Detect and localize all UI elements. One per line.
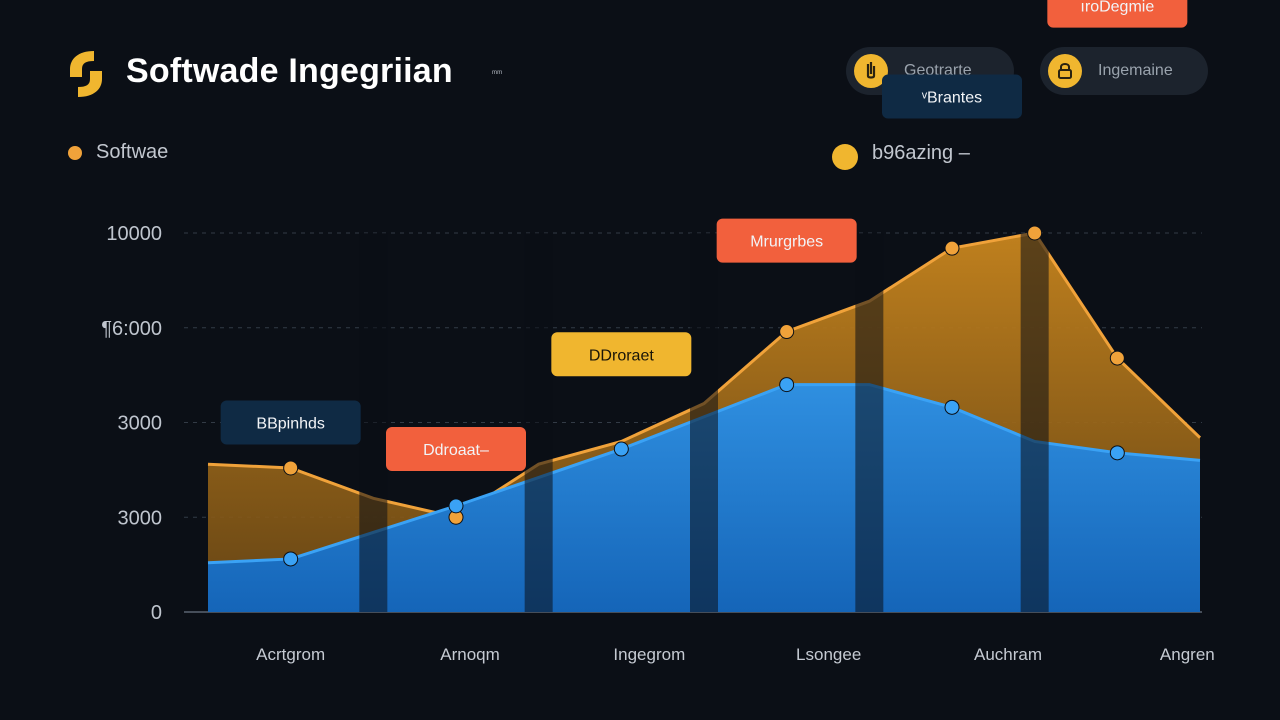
title-mark: ᵐᵐ <box>492 68 503 78</box>
annotation-label: Ddroaat– <box>423 442 489 459</box>
chart-header: Softwade Ingegriian ᵐᵐ Geotrarte Ingemai… <box>0 0 1280 140</box>
annotation-label: BBpinhds <box>256 416 325 433</box>
column-gap <box>855 233 884 612</box>
x-axis: Acrtgrom Arnoqm Ingegrom Lsongee Auchram Angr… <box>256 645 1215 664</box>
annotation-box <box>716 218 857 263</box>
annotation-box <box>551 332 692 377</box>
y-tick-label: 10000 <box>106 223 162 245</box>
data-marker <box>779 324 795 340</box>
data-marker <box>1109 445 1125 461</box>
y-axis: 0 3000 3000 ¶6:000 10000 <box>101 223 162 624</box>
x-tick-label: Auchram <box>974 645 1042 664</box>
data-marker <box>283 460 299 476</box>
annotation-box <box>1047 0 1188 28</box>
annotation-label: DDroraet <box>589 347 654 364</box>
chart-markers <box>283 225 1125 567</box>
lock-icon <box>1048 54 1082 88</box>
legend-label-b96azing: b96azing – <box>872 142 970 164</box>
data-marker <box>283 551 299 567</box>
annotation-callout: Mrurgrbes <box>716 218 857 263</box>
column-gap <box>359 233 388 612</box>
x-tick-label: Lsongee <box>796 645 861 664</box>
y-tick-label: ¶6:000 <box>101 318 162 340</box>
y-tick-label: 3000 <box>118 413 163 435</box>
legend-dot-softwae <box>68 146 82 160</box>
data-marker <box>1027 225 1043 241</box>
ingemaine-label: Ingemaine <box>1098 62 1173 79</box>
ingemaine-button[interactable]: Ingemaine <box>1040 47 1208 95</box>
data-marker <box>944 399 960 415</box>
legend-label-softwae: Softwae <box>96 141 169 163</box>
annotation-label: ıroDegmie <box>1080 0 1154 16</box>
annotation-callout: BBpinhds <box>220 400 361 445</box>
annotation-label: Mrurgrbes <box>750 234 823 251</box>
data-marker <box>779 377 795 393</box>
legend-dot-b96azing <box>832 144 858 170</box>
annotation-callout: DDroraet <box>551 332 692 377</box>
logo-icon <box>70 51 102 97</box>
y-tick-label: 3000 <box>118 507 163 529</box>
data-marker <box>1109 350 1125 366</box>
column-gap <box>690 233 718 612</box>
data-marker <box>944 240 960 256</box>
x-tick-label: Angren <box>1160 645 1215 664</box>
annotation-box <box>882 74 1022 119</box>
annotation-label: ᵛBrantes <box>921 90 982 107</box>
data-marker <box>448 498 464 514</box>
x-tick-label: Arnoqm <box>440 645 500 664</box>
annotation-box <box>386 427 526 472</box>
chart-title: Softwade Ingegriian <box>126 52 453 90</box>
annotation-callout: ıroDegmie <box>1047 0 1188 28</box>
bar-dividers <box>359 233 1049 612</box>
annotation-callout: ᵛBrantes <box>882 74 1022 119</box>
column-gap <box>524 233 553 612</box>
data-marker <box>613 441 629 457</box>
legend-row: Softwae b96azing – <box>0 140 1280 170</box>
x-tick-label: Ingegrom <box>613 645 685 664</box>
column-gap <box>1020 233 1049 612</box>
annotation-callout: Ddroaat– <box>386 427 526 472</box>
y-tick-label: 0 <box>151 602 162 624</box>
annotation-box <box>220 400 361 445</box>
x-tick-label: Acrtgrom <box>256 645 325 664</box>
chart-annotations: BBpinhds Ddroaat– DDroraet Mrurgrbes ᵛBrante… <box>220 0 1188 472</box>
